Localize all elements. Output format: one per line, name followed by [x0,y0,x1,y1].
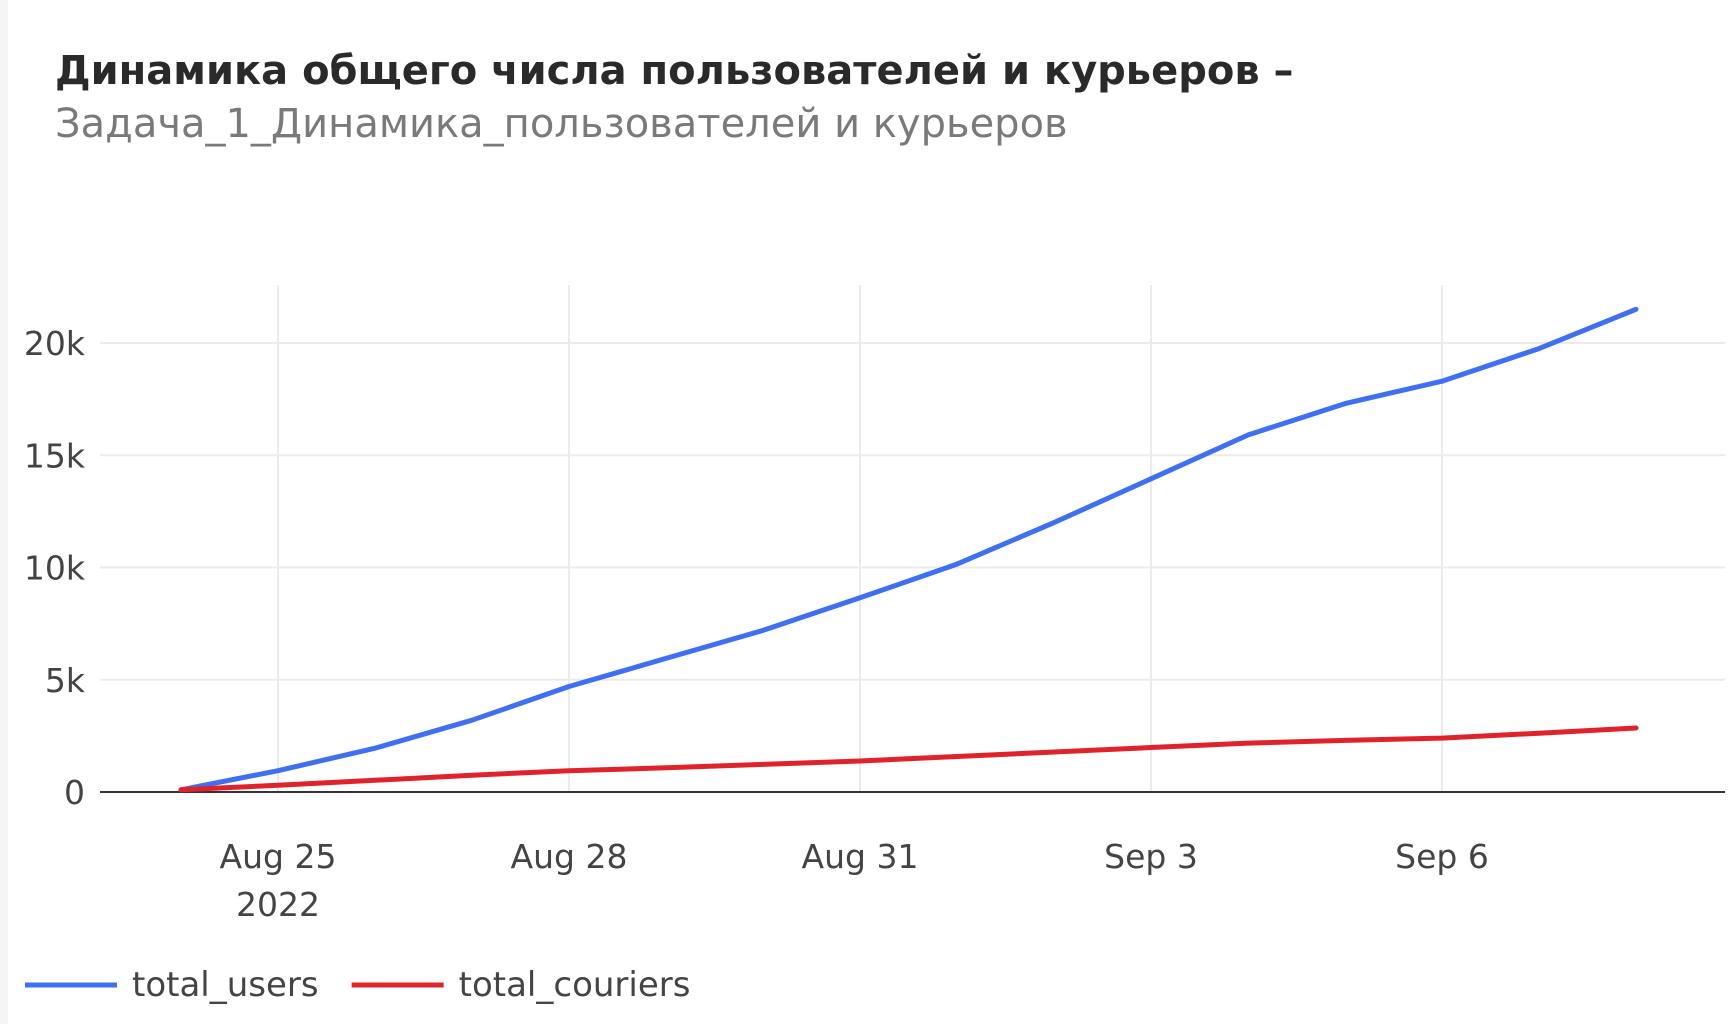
y-tick-label: 20k [24,324,86,363]
data-point-total_users [374,747,376,750]
data-point-total_couriers [1053,751,1055,753]
x-tick-label: Aug 28 [511,837,628,876]
y-tick-label: 15k [24,436,86,475]
series-line-total_users [178,306,1639,793]
y-tick-label: 5k [45,661,86,700]
data-point-total_users [1344,402,1346,405]
data-point-total_users [956,563,958,565]
chart-subtitle: Задача_1_Динамика_пользователей и курьер… [55,101,1068,147]
data-point-total_users [1053,521,1055,524]
data-point-total_couriers [471,774,473,776]
data-point-total_couriers [956,755,958,758]
chart-title: Динамика общего числа пользователей и ку… [55,48,1294,94]
data-point-total_users [1635,308,1637,311]
data-point-total_users [665,657,667,660]
data-point-total_couriers [180,788,182,791]
data-point-total_users [859,597,861,599]
x-tick-label: Sep 6 [1395,837,1489,876]
y-tick-label: 0 [64,773,85,812]
data-point-total_couriers [762,763,764,766]
data-point-total_couriers [859,760,861,762]
data-point-total_couriers [277,784,279,787]
data-point-total_couriers [1150,746,1152,749]
series-line-total_couriers [178,725,1639,793]
data-point-total_users [471,719,473,721]
left-edge-divider [0,0,8,1024]
data-point-total_users [1441,380,1443,382]
x-tick-year-label: 2022 [236,885,320,924]
title-block: Динамика общего числа пользователей и ку… [55,45,1655,151]
data-point-total_couriers [1635,727,1637,729]
data-point-total_users [762,629,764,632]
legend-label-total_couriers: total_couriers [459,965,691,1005]
data-point-total_couriers [1344,739,1346,742]
data-point-total_users [1538,347,1540,350]
data-point-total_couriers [568,769,570,772]
data-point-total_users [1247,434,1249,436]
data-point-total_couriers [1441,737,1443,739]
x-tick-label: Aug 31 [802,837,919,876]
y-tick-label: 10k [24,549,86,588]
legend-label-total_users: total_users [132,965,319,1005]
data-point-total_users [277,769,279,772]
data-point-total_users [1150,478,1152,480]
data-point-total_couriers [1247,742,1249,744]
x-tick-label: Aug 25 [220,837,337,876]
data-point-total_couriers [1538,732,1540,734]
x-tick-label: Sep 3 [1104,837,1198,876]
data-point-total_couriers [374,779,376,782]
data-point-total_couriers [665,766,667,769]
data-point-total_users [568,685,570,688]
